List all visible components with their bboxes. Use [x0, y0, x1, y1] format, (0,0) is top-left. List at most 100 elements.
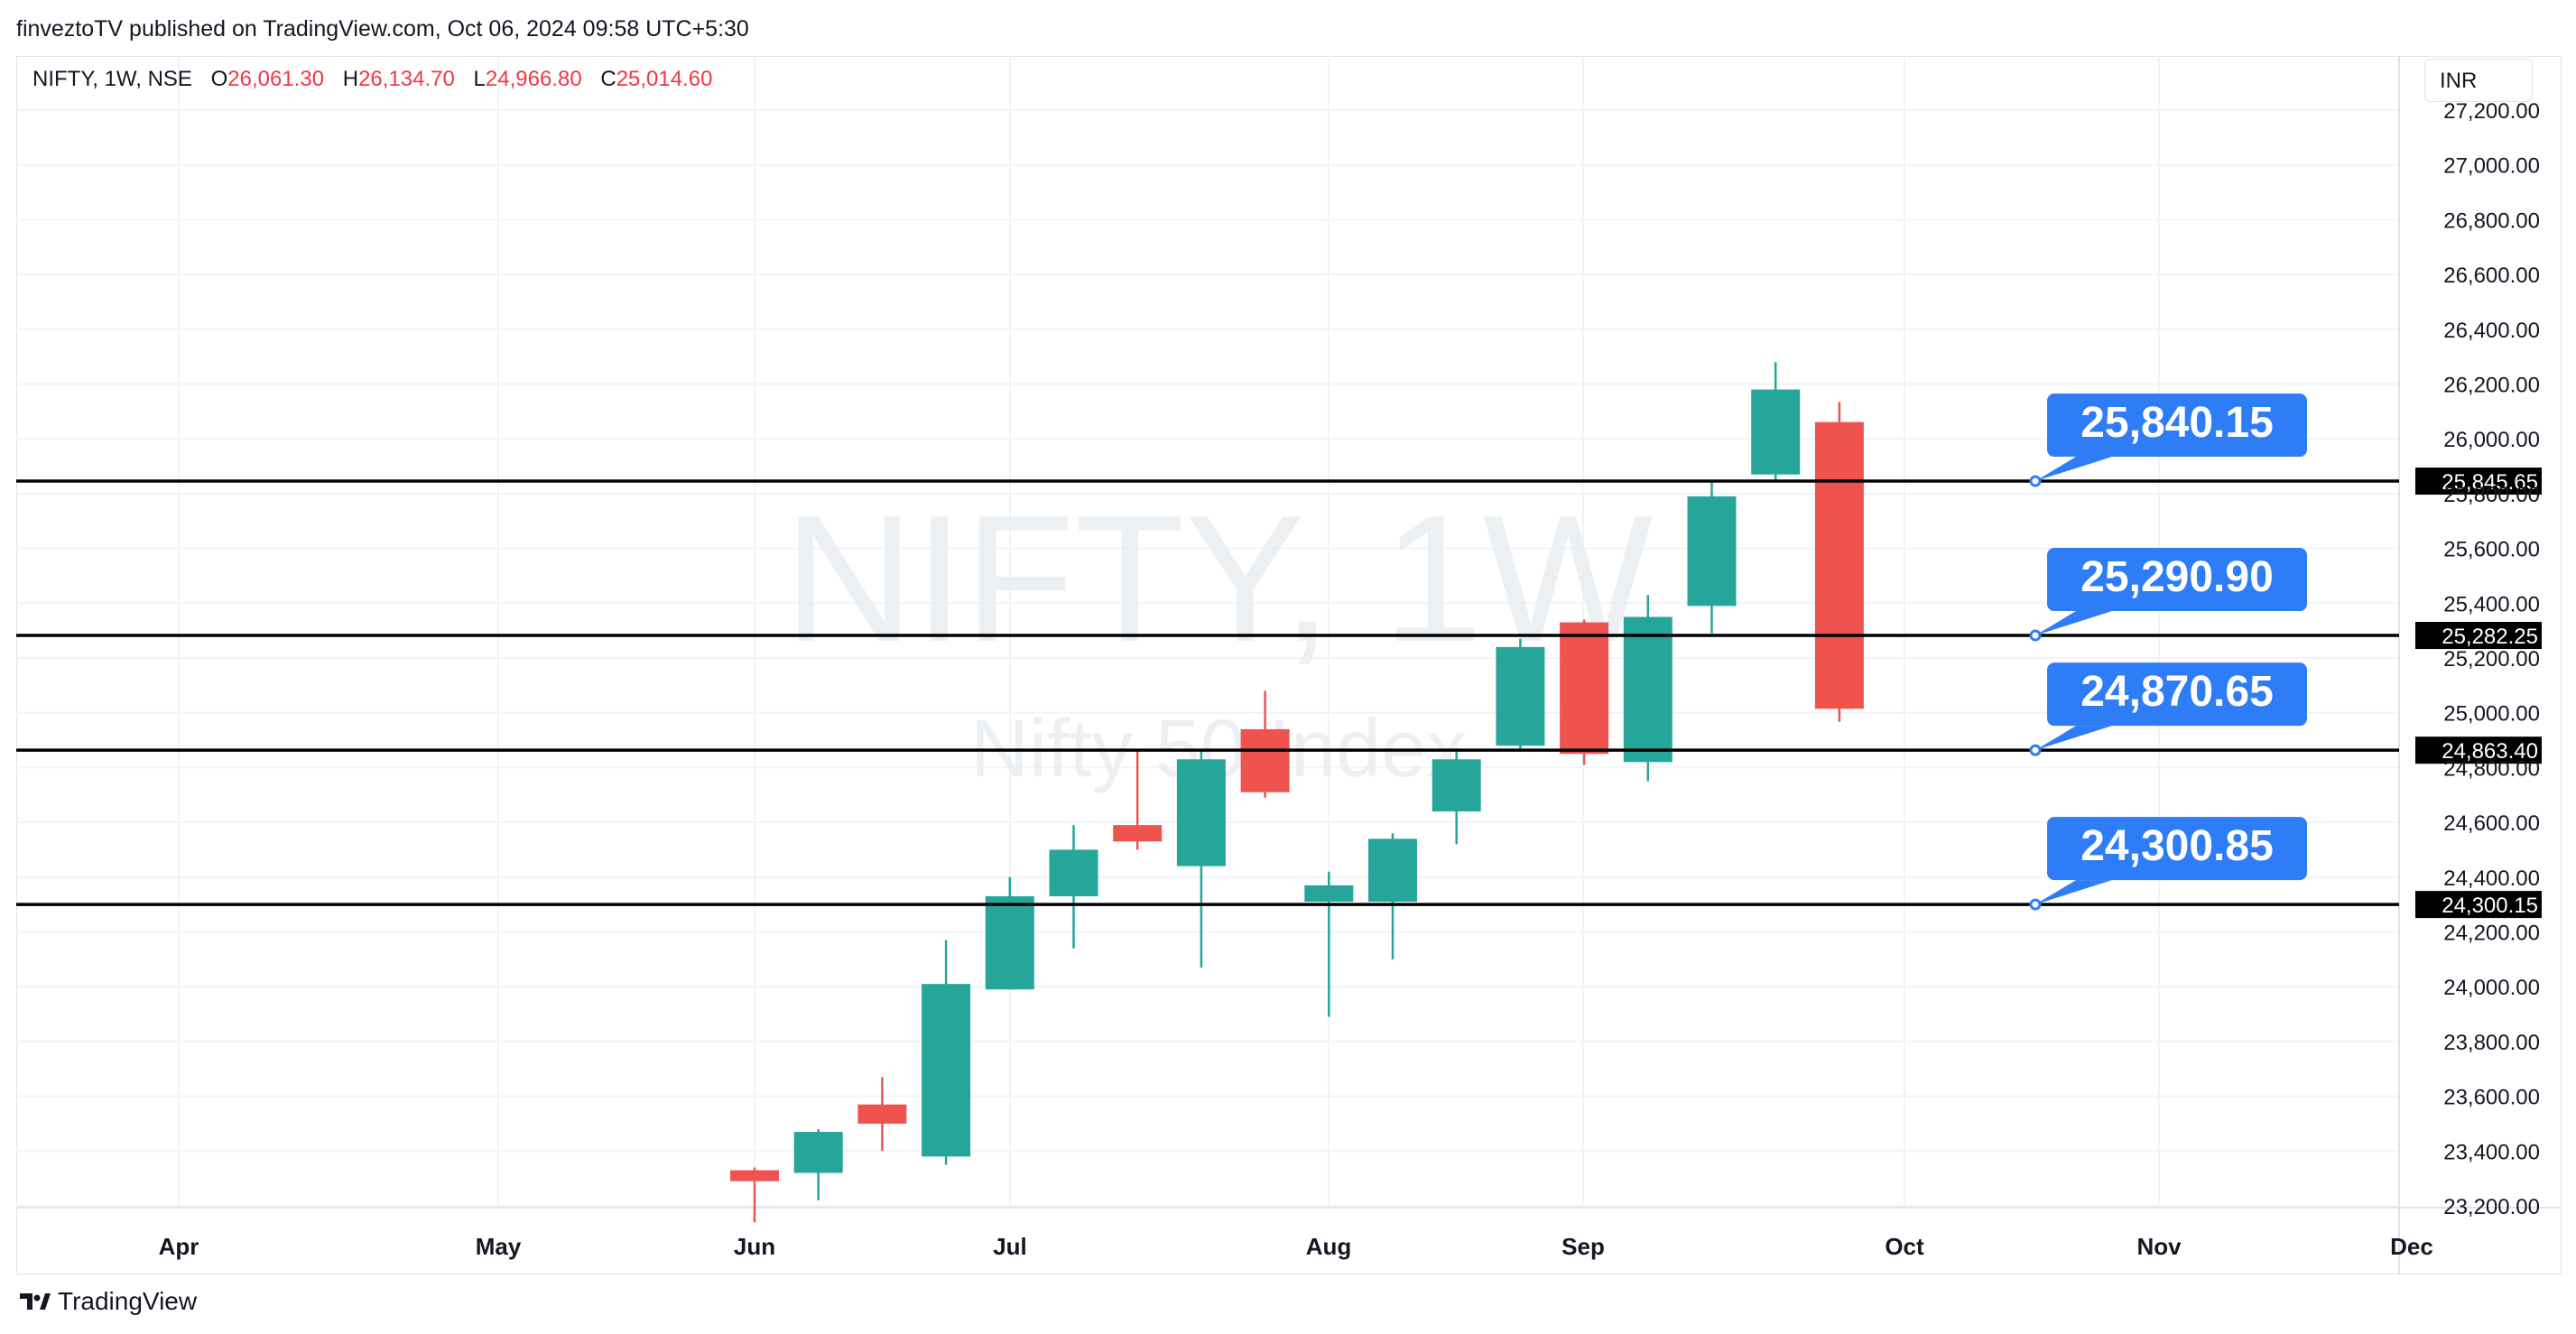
x-tick-label: Sep: [1561, 1233, 1605, 1260]
y-tick-label: 23,800.00: [2443, 1031, 2540, 1055]
callout-box: [2047, 394, 2307, 458]
candle-body: [1240, 728, 1290, 792]
level-axis-tag: [2415, 891, 2542, 919]
grid: [16, 56, 2560, 1274]
callout-label: 25,290.90: [2080, 553, 2274, 601]
y-tick-label: 23,600.00: [2443, 1086, 2540, 1110]
x-tick-label: Nov: [2136, 1233, 2182, 1260]
footer-brand[interactable]: TradingView: [20, 1287, 197, 1316]
close-value: 25,014.60: [616, 67, 713, 91]
candle: [857, 1077, 907, 1152]
candle-body: [985, 896, 1034, 990]
tradingview-logo-icon: [20, 1293, 51, 1310]
candle-body: [730, 1170, 779, 1181]
y-tick-label: 26,400.00: [2443, 319, 2540, 343]
candle-body: [1751, 389, 1801, 475]
candle-body: [922, 984, 971, 1157]
candle-body: [1113, 825, 1163, 842]
high-label: H: [342, 67, 359, 91]
candle: [922, 940, 971, 1165]
y-tick-label: 26,000.00: [2443, 428, 2540, 452]
y-tick-label: 24,000.00: [2443, 976, 2540, 1000]
x-tick-label: Apr: [159, 1233, 199, 1260]
candle: [985, 876, 1034, 990]
callout-box: [2047, 662, 2307, 727]
callout-pointer: [2035, 726, 2112, 751]
candle: [1623, 595, 1673, 782]
x-tick-label: Oct: [1885, 1233, 1924, 1260]
candle-body: [1814, 422, 1864, 709]
level-axis-label: 24,863.40: [2442, 739, 2538, 764]
candle: [1304, 871, 1354, 1017]
x-tick-label: May: [476, 1233, 522, 1260]
callout-pointer: [2035, 880, 2112, 905]
callout-anchor-dot: [2029, 629, 2042, 642]
price-axis[interactable]: 23,200.00 23,400.00 23,600.00 23,800.00 24,0…: [2443, 99, 2540, 1219]
y-tick-label: 24,200.00: [2443, 922, 2540, 946]
candle-body: [793, 1132, 843, 1173]
candle: [1496, 638, 1545, 752]
candle: [1240, 690, 1290, 798]
y-tick-label: 26,200.00: [2443, 374, 2540, 398]
candle-body: [1496, 646, 1545, 746]
footer-brand-label: TradingView: [58, 1287, 198, 1315]
x-tick-label: Dec: [2390, 1233, 2433, 1260]
callout-box: [2047, 548, 2307, 612]
level: 25,845.65 25,840.15: [16, 394, 2542, 496]
y-tick-label: 24,600.00: [2443, 811, 2540, 836]
candle: [1113, 751, 1163, 850]
candle-body: [1049, 849, 1098, 897]
candle: [1368, 833, 1417, 959]
candle-body: [1560, 622, 1609, 755]
level-axis-tag: [2415, 622, 2542, 650]
callout-anchor-dot: [2029, 744, 2042, 756]
y-tick-label: 25,200.00: [2443, 647, 2540, 672]
level-axis-label: 25,282.25: [2442, 625, 2538, 649]
y-tick-label: 26,600.00: [2443, 264, 2540, 288]
level: 25,282.25 25,290.90: [16, 548, 2542, 650]
level-axis-tag: [2415, 736, 2542, 764]
candle: [1560, 619, 1609, 765]
candle-body: [1432, 759, 1481, 811]
candle: [1751, 362, 1801, 480]
publisher-line: finveztoTV published on TradingView.com,…: [16, 16, 749, 42]
level-axis-tag: [2415, 468, 2542, 496]
y-tick-label: 25,600.00: [2443, 538, 2540, 562]
candle: [793, 1129, 843, 1200]
symbol-name: NIFTY, 1W, NSE: [32, 67, 192, 91]
callout-pointer: [2035, 457, 2112, 482]
candle-body: [1687, 496, 1737, 607]
y-tick-label: 26,800.00: [2443, 208, 2540, 233]
level-axis-label: 24,300.15: [2442, 894, 2538, 918]
candle-body: [1176, 759, 1226, 866]
callout-box: [2047, 817, 2307, 881]
candle: [1814, 402, 1864, 722]
close-label: C: [600, 67, 616, 91]
callout-label: 24,870.65: [2080, 668, 2274, 716]
candles: [730, 362, 1864, 1223]
low-label: L: [473, 67, 486, 91]
chart-frame: [16, 56, 2562, 1274]
low-value: 24,966.80: [485, 67, 582, 91]
y-tick-label: 25,800.00: [2443, 483, 2540, 507]
y-tick-label: 24,400.00: [2443, 866, 2540, 891]
level-axis-label: 25,845.65: [2442, 470, 2538, 495]
y-tick-label: 23,200.00: [2443, 1195, 2540, 1219]
x-tick-label: Jun: [734, 1233, 775, 1260]
horizontal-levels: 25,845.65 25,840.15 25,282.25 25,290.90 24,8…: [16, 394, 2542, 919]
candle: [1176, 751, 1226, 968]
candle: [1687, 479, 1737, 634]
y-tick-label: 27,200.00: [2443, 99, 2540, 124]
candle-body: [857, 1104, 907, 1124]
x-tick-label: Jul: [993, 1233, 1027, 1260]
callout-label: 24,300.85: [2080, 822, 2274, 870]
time-axis[interactable]: Apr May Jun Jul Aug Sep Oct Nov Dec: [159, 1233, 2433, 1260]
candle: [730, 1167, 779, 1223]
candle: [1049, 825, 1098, 949]
callout-anchor-dot: [2029, 898, 2042, 911]
currency-selector[interactable]: INR: [2424, 59, 2533, 102]
open-label: O: [210, 67, 228, 91]
y-tick-label: 24,800.00: [2443, 756, 2540, 781]
callout-pointer: [2035, 611, 2112, 636]
